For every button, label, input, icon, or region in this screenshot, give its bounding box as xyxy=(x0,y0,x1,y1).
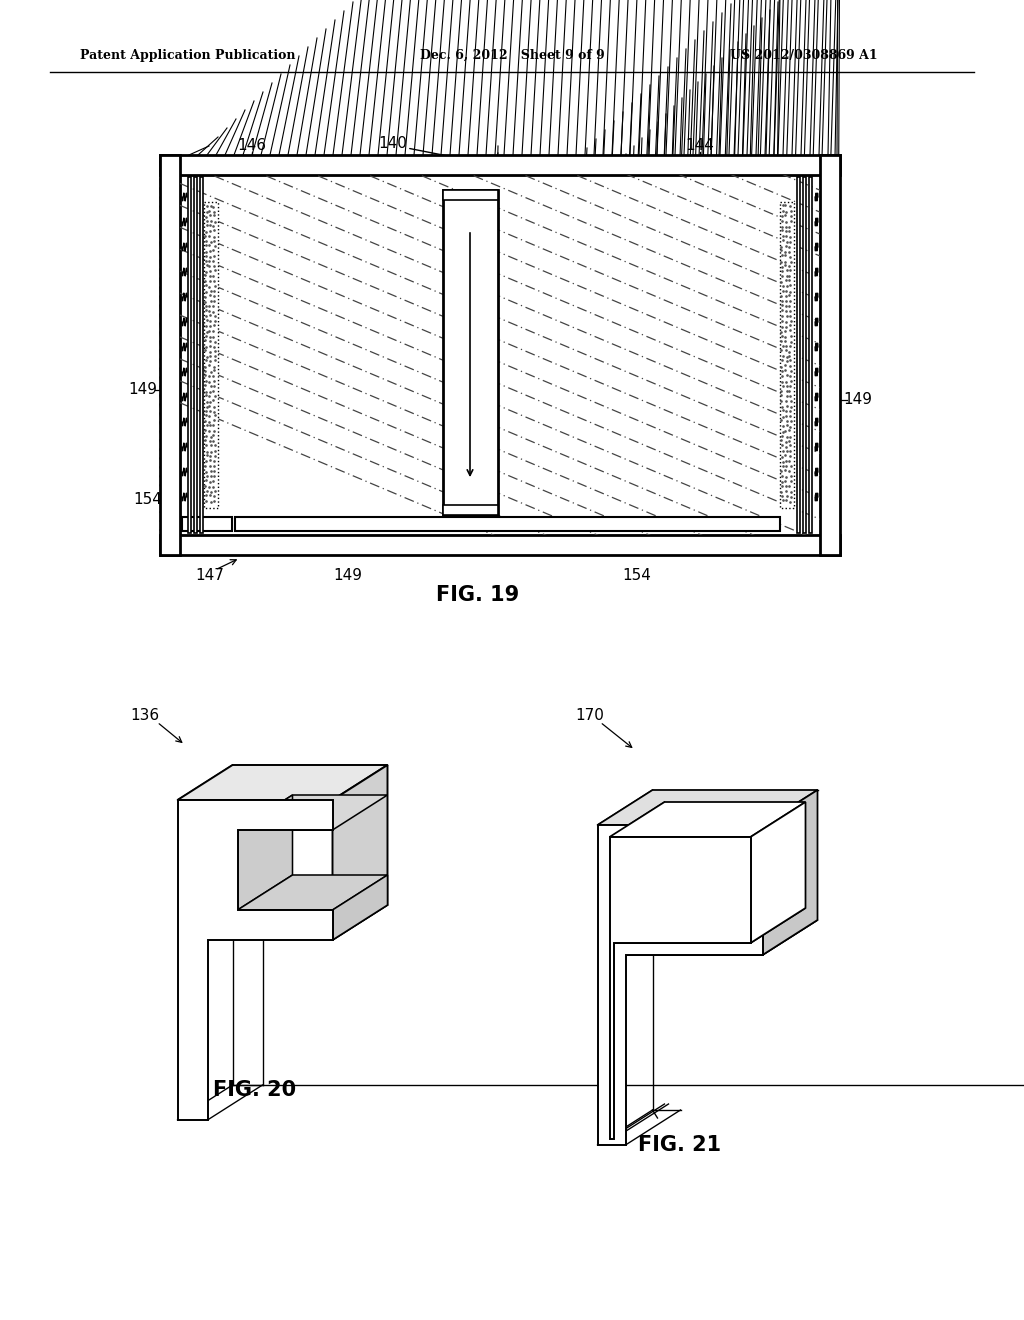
Text: Dec. 6, 2012   Sheet 9 of 9: Dec. 6, 2012 Sheet 9 of 9 xyxy=(420,49,605,62)
Polygon shape xyxy=(597,825,763,1144)
Text: 144: 144 xyxy=(473,383,503,397)
Bar xyxy=(234,517,780,531)
Text: 154: 154 xyxy=(133,492,163,507)
Text: FIG. 21: FIG. 21 xyxy=(638,1135,722,1155)
Text: FIG. 19: FIG. 19 xyxy=(436,585,519,605)
Polygon shape xyxy=(238,795,293,909)
Bar xyxy=(194,177,197,533)
Text: 142: 142 xyxy=(586,297,614,313)
Bar xyxy=(803,177,806,533)
Text: Patent Application Publication: Patent Application Publication xyxy=(80,49,296,62)
Bar xyxy=(820,154,840,554)
Bar xyxy=(780,202,794,508)
Bar xyxy=(160,154,840,176)
Text: FIG. 20: FIG. 20 xyxy=(213,1080,297,1100)
Polygon shape xyxy=(763,789,817,954)
Text: 149: 149 xyxy=(128,383,158,397)
Text: 142: 142 xyxy=(296,352,325,367)
Text: 147: 147 xyxy=(196,568,224,582)
Bar xyxy=(443,190,498,201)
Bar xyxy=(204,202,218,508)
Polygon shape xyxy=(597,789,817,825)
Bar xyxy=(182,517,232,531)
Text: 140: 140 xyxy=(379,136,408,150)
Polygon shape xyxy=(609,837,751,1139)
Polygon shape xyxy=(751,803,806,942)
Bar xyxy=(160,535,840,554)
Polygon shape xyxy=(613,908,806,942)
Text: 170: 170 xyxy=(575,708,604,722)
Polygon shape xyxy=(238,795,387,830)
Text: 149: 149 xyxy=(844,392,872,408)
Polygon shape xyxy=(333,766,387,940)
Text: 146: 146 xyxy=(238,137,266,153)
Polygon shape xyxy=(238,875,387,909)
Text: 144: 144 xyxy=(685,137,715,153)
Bar xyxy=(160,154,180,554)
Polygon shape xyxy=(177,766,387,800)
Text: 136: 136 xyxy=(130,708,160,722)
Polygon shape xyxy=(626,920,817,954)
Bar xyxy=(443,506,498,515)
Polygon shape xyxy=(333,875,387,940)
Bar xyxy=(443,190,498,515)
Bar xyxy=(809,177,812,533)
Bar xyxy=(200,177,203,533)
Bar xyxy=(188,177,191,533)
Bar xyxy=(797,177,800,533)
Text: US 2012/0308869 A1: US 2012/0308869 A1 xyxy=(730,49,878,62)
Polygon shape xyxy=(609,803,806,837)
Text: 154: 154 xyxy=(623,568,651,582)
Text: 149: 149 xyxy=(334,568,362,582)
Polygon shape xyxy=(177,800,333,1119)
Bar xyxy=(180,176,820,535)
